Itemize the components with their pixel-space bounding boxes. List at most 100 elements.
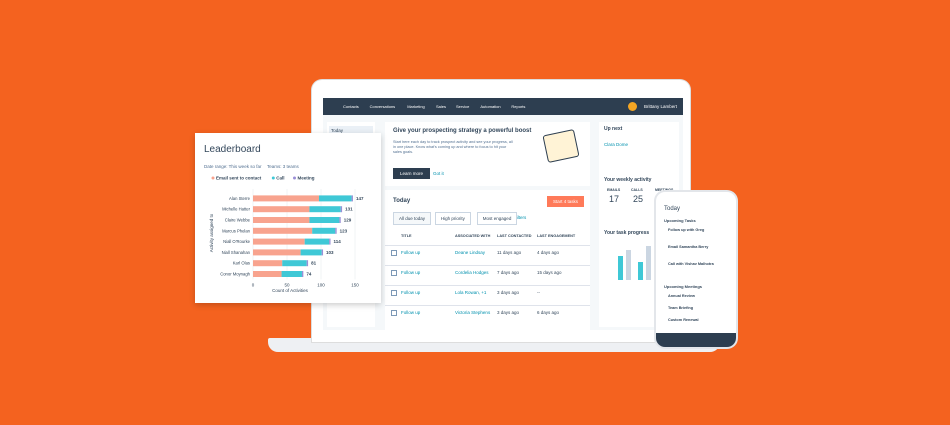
bar-segment: [300, 249, 322, 256]
heading: Your weekly activity: [604, 177, 652, 183]
task[interactable]: Email Samantha Berry: [668, 245, 709, 249]
checkbox[interactable]: [391, 270, 397, 276]
legend-label: Email sent to contact: [216, 176, 262, 181]
bar: [626, 250, 631, 280]
bar-segment: [253, 260, 283, 267]
link[interactable]: Follow up: [401, 290, 421, 295]
bar-segment: [309, 206, 341, 213]
data-label: 114: [334, 239, 342, 244]
y-tick-label: Niall O'Rourke: [223, 239, 251, 244]
stat-value: 25: [633, 194, 644, 204]
phone-title: Today: [664, 206, 681, 212]
checkbox[interactable]: [391, 290, 397, 296]
meeting[interactable]: Team Briefing: [668, 306, 694, 310]
x-axis-label: Count of Activities: [272, 288, 309, 293]
meeting[interactable]: Custom Renewal: [668, 318, 699, 322]
bar-segment: [253, 249, 301, 256]
legend-swatch: [271, 176, 275, 180]
today-panel: Today Start 4 tasks Show filters All due…: [385, 190, 590, 330]
bar-segment: [253, 271, 282, 277]
column-header: LAST CONTACTED: [497, 234, 532, 238]
leaderboard-chart: Leaderboard Date range: This week so far…: [204, 144, 364, 293]
data-label: 131: [345, 207, 353, 212]
bar-segment: [253, 217, 310, 223]
row-divider: [385, 305, 590, 306]
tab[interactable]: All due today: [393, 212, 432, 225]
column-header: LAST ENGAGEMENT: [537, 234, 576, 238]
link[interactable]: Deane Lindsay: [455, 250, 486, 255]
sidebar-item[interactable]: Today: [329, 126, 373, 135]
link[interactable]: Got it: [433, 171, 444, 176]
bar-segment: [335, 227, 337, 234]
task[interactable]: Call with Vishav Malhotra: [668, 262, 714, 266]
avatar: [628, 102, 637, 111]
tab[interactable]: Most engaged: [476, 212, 518, 225]
link[interactable]: Follow up: [401, 250, 421, 255]
contact-name[interactable]: Clara Dome: [604, 142, 629, 147]
filter: Teams: 3 teams: [267, 164, 300, 169]
link[interactable]: Cordelia Hodges: [455, 270, 489, 275]
bar-segment: [318, 195, 352, 202]
bar-segment: [329, 238, 331, 245]
link[interactable]: Follow up: [401, 270, 421, 275]
x-tick-label: 0: [252, 282, 255, 287]
data-label: 81: [311, 261, 317, 266]
cell: 3 days ago: [497, 290, 520, 295]
bar-segment: [253, 195, 319, 202]
section-title: Upcoming Meetings: [664, 284, 703, 289]
button[interactable]: Start 4 tasks: [546, 196, 584, 207]
stat-value: 17: [609, 194, 620, 204]
data-label: 123: [340, 228, 348, 233]
button[interactable]: Learn more: [393, 168, 431, 179]
cell: 15 days ago: [537, 270, 562, 275]
bar-segment: [281, 271, 302, 277]
tab[interactable]: High priority: [434, 212, 471, 225]
nav-item[interactable]: Service: [456, 104, 470, 109]
banner-body: Start here each day to track prospect ac…: [393, 140, 513, 154]
link[interactable]: Victoria Stephens: [455, 310, 491, 315]
data-label: 74: [306, 272, 312, 277]
x-tick-label: 150: [351, 282, 359, 287]
bar: [638, 262, 643, 280]
stat-label: EMAILS: [607, 188, 621, 192]
nav-item[interactable]: Marketing: [407, 104, 425, 109]
phone: Today Upcoming Tasks Upcoming Meetings F…: [656, 192, 736, 347]
bar: [646, 246, 651, 280]
link[interactable]: Follow up: [401, 310, 421, 315]
data-label: 147: [356, 196, 364, 201]
nav-item[interactable]: Contacts: [343, 104, 359, 109]
filter: Date range: This week so far: [204, 164, 262, 169]
top-nav: Brittany Lambert Contacts Conversations Ma…: [323, 98, 683, 115]
nav-item[interactable]: Automation: [480, 104, 501, 109]
task[interactable]: Follow up with Greg: [668, 228, 705, 232]
illustration: [542, 128, 580, 164]
y-axis-label: Activity assigned to: [209, 213, 214, 252]
y-tick-label: Alan Sterre: [229, 196, 251, 201]
cell: 3 days ago: [497, 310, 520, 315]
cell: 4 days ago: [537, 250, 560, 255]
bar-segment: [351, 195, 353, 202]
row-divider: [385, 245, 590, 246]
title: Leaderboard: [204, 144, 261, 155]
data-label: 129: [344, 218, 352, 223]
link[interactable]: Lola Rowan, +1: [455, 290, 487, 295]
y-tick-label: Marcus Phelan: [222, 228, 251, 233]
bar-segment: [282, 260, 307, 267]
cell: 7 days ago: [497, 270, 520, 275]
bar-segment: [321, 249, 324, 256]
nav-item[interactable]: Reports: [511, 104, 526, 109]
user-name[interactable]: Brittany Lambert: [643, 104, 677, 109]
checkbox[interactable]: [391, 250, 397, 256]
checkbox[interactable]: [391, 310, 397, 316]
meeting[interactable]: Annual Review: [668, 294, 696, 298]
bar-segment: [339, 217, 341, 223]
heading: Up next: [604, 126, 623, 132]
nav-item[interactable]: Conversations: [369, 104, 396, 109]
cell: --: [537, 290, 540, 295]
nav-item[interactable]: Sales: [436, 104, 447, 109]
bar-segment: [253, 206, 310, 213]
bar-segment: [309, 217, 340, 223]
banner: Give your prospecting strategy a powerfu…: [385, 122, 590, 186]
banner-title: Give your prospecting strategy a powerfu…: [393, 128, 532, 134]
legend-swatch: [293, 176, 296, 180]
